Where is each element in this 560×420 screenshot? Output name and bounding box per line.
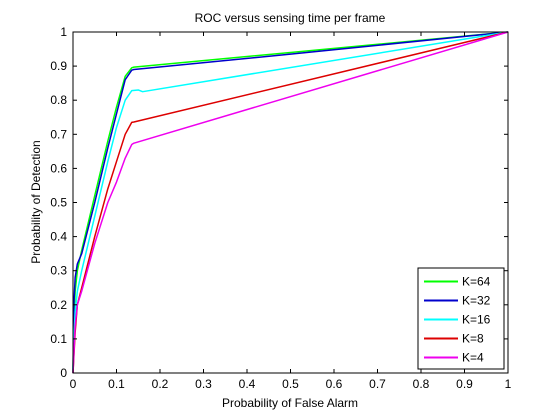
x-tick-label: 0.5	[282, 377, 299, 391]
x-axis-label: Probability of False Alarm	[222, 396, 358, 410]
legend-label: K=8	[462, 332, 484, 346]
y-tick-label: 0.9	[50, 59, 67, 73]
legend-label: K=16	[462, 313, 491, 327]
x-tick-label: 0.2	[152, 377, 169, 391]
y-tick-label: 0.4	[50, 230, 67, 244]
series-line-k-16	[72, 31, 509, 374]
x-tick-label: 0.7	[369, 377, 386, 391]
legend: K=64 K=32 K=16 K=8 K=4	[417, 267, 505, 370]
y-axis-label: Probability of Detection	[29, 140, 43, 263]
legend-label: K=4	[462, 351, 484, 365]
x-tick-label: 0.4	[239, 377, 256, 391]
series-line-k-32	[72, 31, 509, 374]
legend-label: K=32	[462, 294, 491, 308]
y-tick-label: 1	[60, 25, 67, 39]
y-tick-label: 0.2	[50, 298, 67, 312]
x-tick-label: 0.1	[108, 377, 125, 391]
series-line-k-4	[72, 31, 509, 374]
chart-title: ROC versus sensing time per frame	[195, 11, 386, 25]
y-tick-label: 0.8	[50, 93, 67, 107]
x-tick-label: 0.3	[195, 377, 212, 391]
x-tick-label: 0.6	[326, 377, 343, 391]
x-tick-label: 0.8	[413, 377, 430, 391]
legend-label: K=64	[462, 275, 491, 289]
y-tick-label: 0.6	[50, 161, 67, 175]
y-tick-label: 0	[60, 366, 67, 380]
x-tick-label: 0.9	[456, 377, 473, 391]
x-tick-label: 0	[70, 377, 77, 391]
series-layer	[72, 31, 509, 374]
y-tick-label: 0.3	[50, 264, 67, 278]
ticks-layer: 0 0.1 0.2 0.3 0.4 0.5 0.6 0.7 0.8 0.9 1 0 0.1 0.2 0.3 0…	[50, 25, 511, 391]
y-tick-label: 0.5	[50, 196, 67, 210]
y-tick-label: 0.1	[50, 332, 67, 346]
y-tick-label: 0.7	[50, 127, 67, 141]
x-tick-label: 1	[505, 377, 512, 391]
